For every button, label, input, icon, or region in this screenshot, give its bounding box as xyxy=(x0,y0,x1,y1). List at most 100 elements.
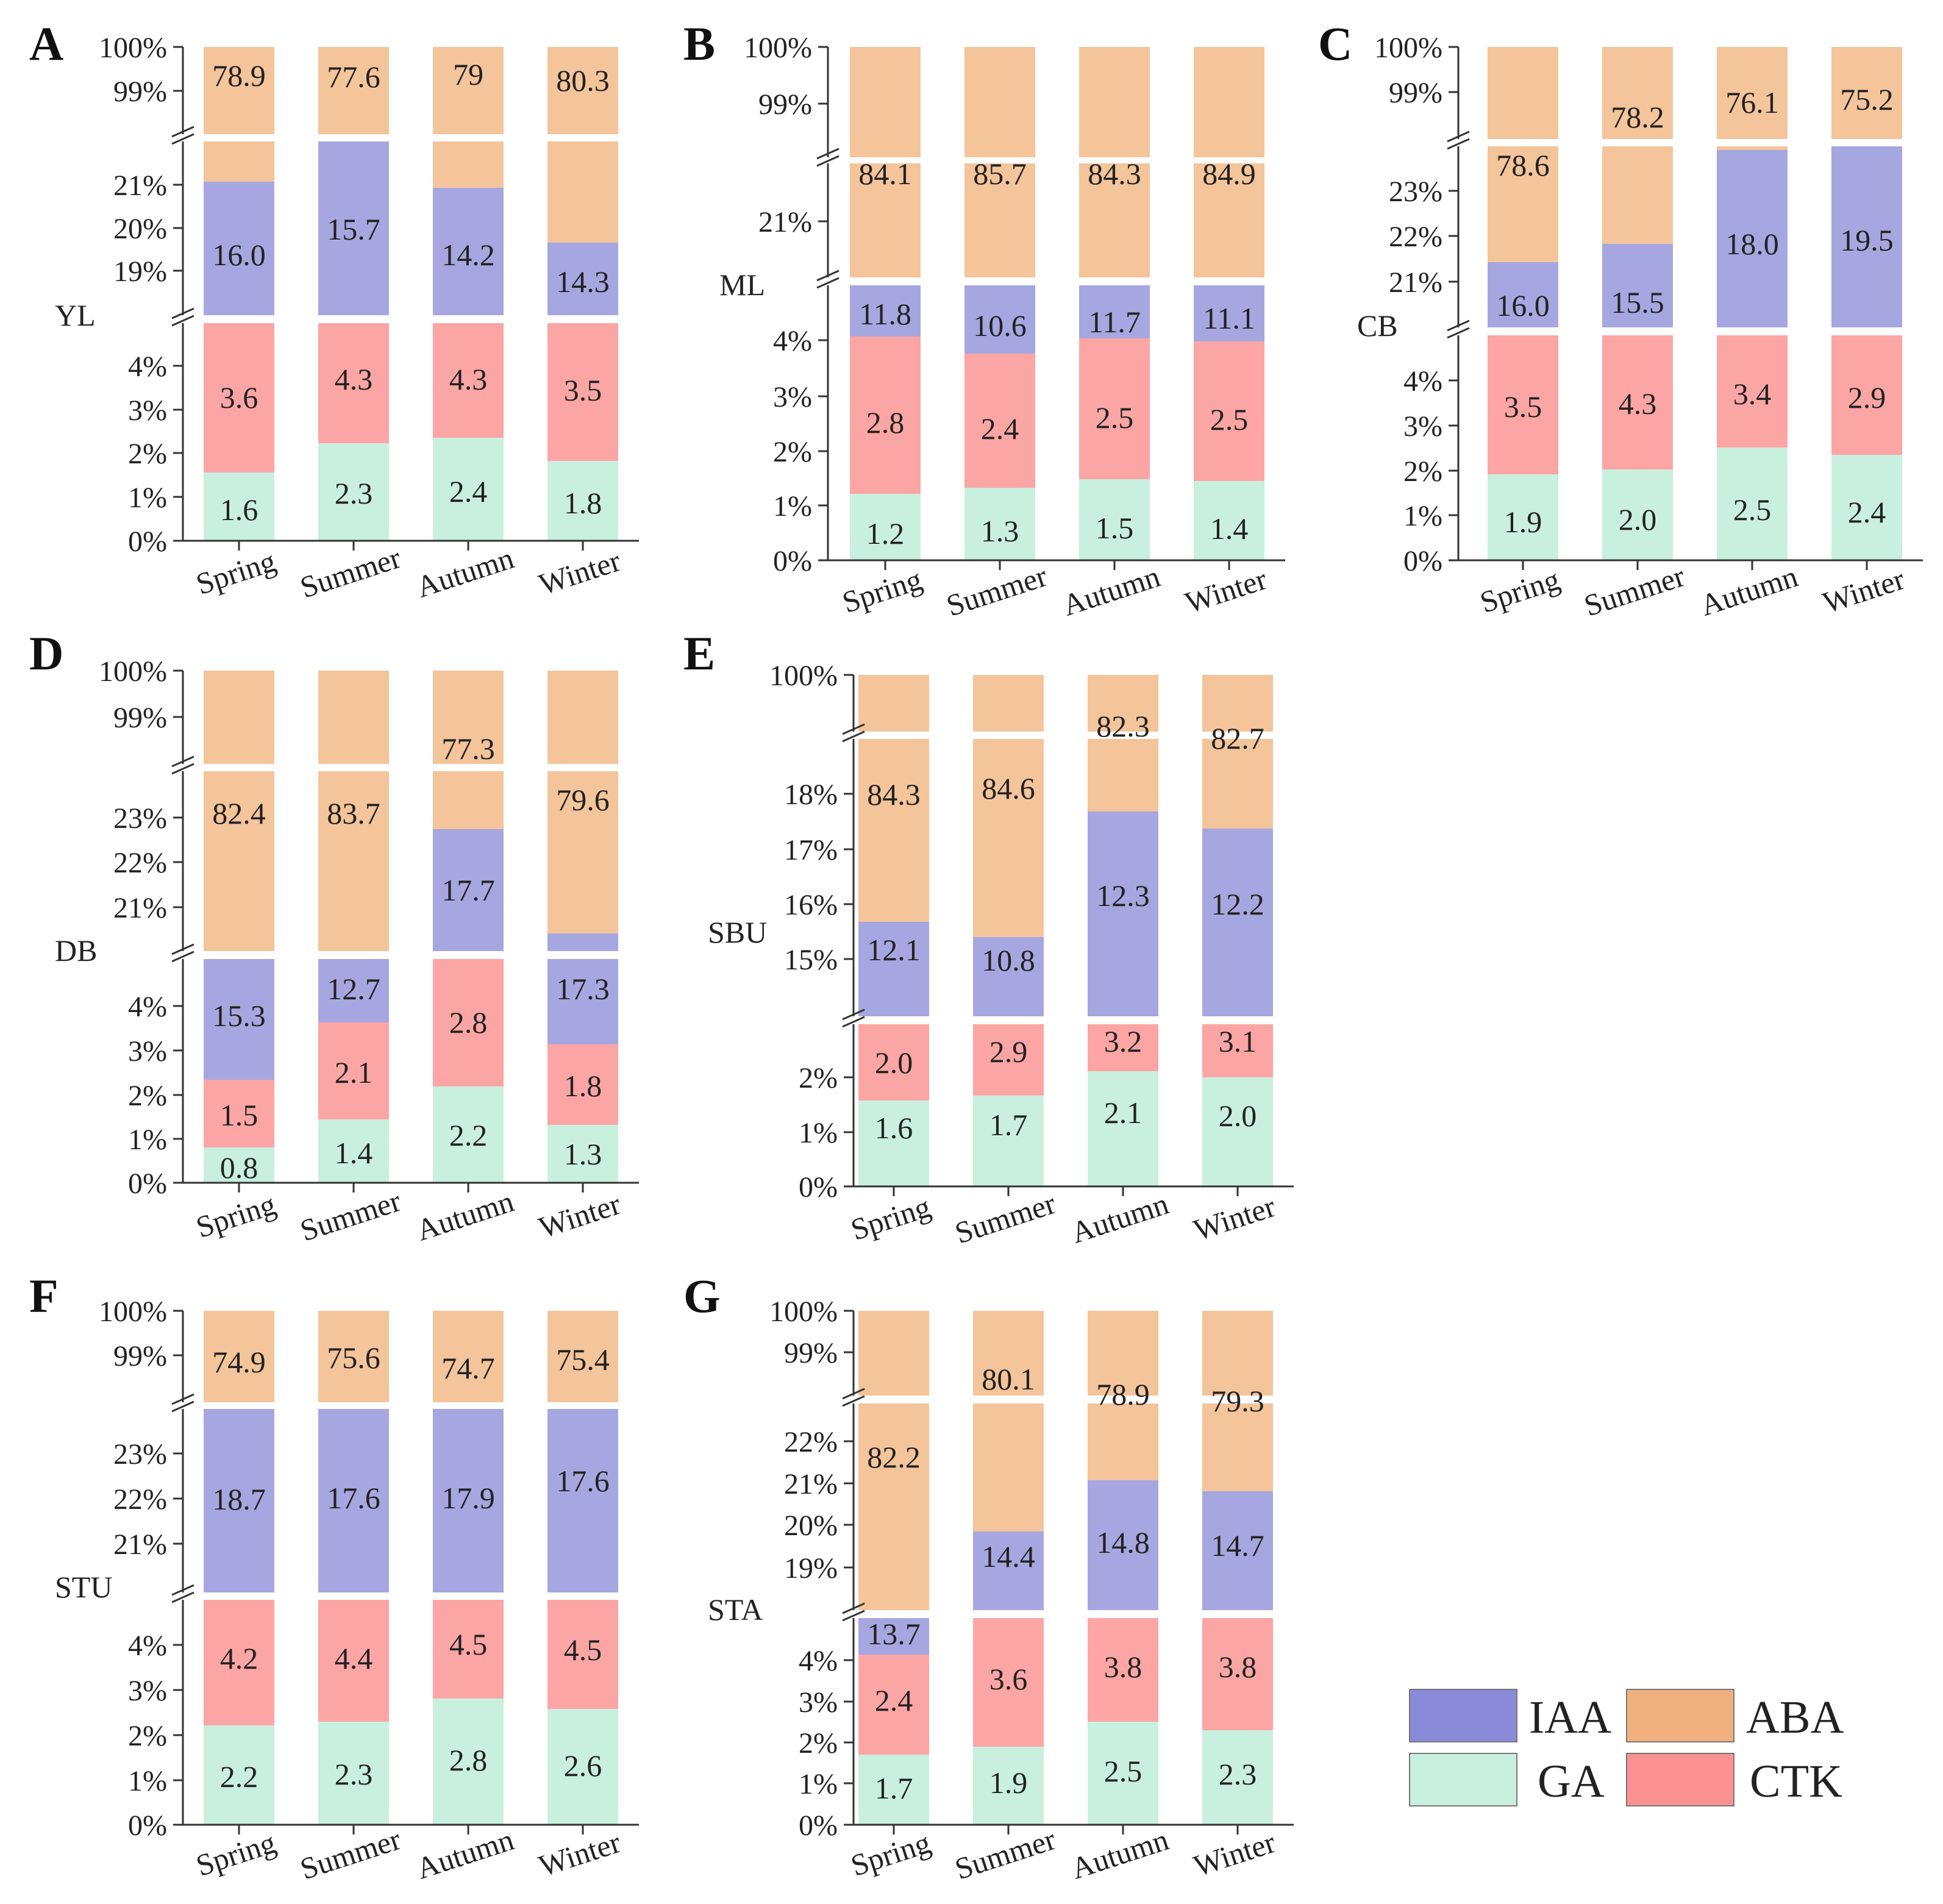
x-tick-label: Autumn xyxy=(412,541,518,604)
legend-item-iaa: IAA xyxy=(1409,1689,1611,1743)
y-tick-label: 2% xyxy=(128,1720,167,1752)
data-label-ga: 2.6 xyxy=(564,1749,602,1783)
bar-segment-ga xyxy=(973,1096,1044,1186)
bar-segment-aba xyxy=(1088,739,1158,811)
y-tick-label: 21% xyxy=(113,169,167,202)
bar-segment-aba xyxy=(858,739,929,922)
x-tick-label: Winter xyxy=(1181,562,1271,620)
bar-autumn xyxy=(1717,47,1788,560)
data-label-iaa: 14.2 xyxy=(441,238,495,272)
bar-segment-ga xyxy=(433,1699,504,1825)
y-tick-label: 2% xyxy=(128,438,167,470)
data-label-iaa: 16.0 xyxy=(1496,288,1550,323)
data-label-ga: 2.0 xyxy=(1219,1099,1257,1133)
bar-segment-aba xyxy=(1602,146,1673,244)
data-label-aba: 75.2 xyxy=(1840,82,1894,116)
bar-winter xyxy=(547,47,618,541)
bar-segment-aba xyxy=(973,739,1044,937)
axis-break-mark xyxy=(171,315,194,327)
y-tick-label: 100% xyxy=(744,32,812,64)
y-tick-label: 20% xyxy=(113,213,167,245)
data-label-ga: 1.9 xyxy=(989,1766,1028,1800)
data-label-ga: 1.4 xyxy=(335,1136,373,1170)
y-tick-label: 23% xyxy=(1389,176,1442,208)
x-tick-label: Autumn xyxy=(412,1822,518,1886)
data-label-iaa: 14.4 xyxy=(982,1539,1035,1574)
axis-break-mark xyxy=(1447,327,1470,339)
data-label-ctk: 2.4 xyxy=(875,1683,913,1717)
bar-segment-ctk xyxy=(1202,1024,1273,1077)
panel-ylabel: YL xyxy=(55,298,96,332)
bar-segment-ga xyxy=(547,1709,618,1825)
data-label-iaa: 17.7 xyxy=(441,873,495,907)
y-tick-label: 18% xyxy=(784,779,838,811)
y-tick-label: 0% xyxy=(128,526,167,558)
bar-segment-aba xyxy=(1194,163,1264,277)
data-label-iaa: 12.7 xyxy=(327,972,380,1006)
panel-b: 0% 1% 2% 3% 4% 21% 99% 100% Spring Summer Autumn Wi… xyxy=(683,17,1285,623)
data-label-iaa: 13.7 xyxy=(867,1617,921,1651)
panel-g: 0% 1% 2% 3% 4% 19% 20% 21% 22% 99% 100% Spring Summe… xyxy=(683,1269,1294,1886)
bar-autumn xyxy=(433,47,504,541)
panel-letter: B xyxy=(683,17,715,70)
data-label-aba: 82.4 xyxy=(212,796,266,830)
bar-segment-iaa xyxy=(318,141,389,315)
x-tick-label: Summer xyxy=(951,1822,1060,1886)
data-label-ctk: 2.9 xyxy=(989,1035,1028,1069)
y-tick-label: 3% xyxy=(1403,410,1442,443)
legend-label-ctk: CTK xyxy=(1750,1756,1842,1807)
bar-winter xyxy=(1202,675,1273,1186)
bar-segment-aba xyxy=(1088,675,1158,732)
bar-segment-iaa xyxy=(1088,1480,1158,1610)
bar-segment-ctk xyxy=(318,323,389,443)
legend-swatch-iaa xyxy=(1409,1689,1517,1742)
data-label-ga: 2.2 xyxy=(449,1118,488,1152)
y-tick-label: 99% xyxy=(113,1340,167,1372)
bar-segment-iaa xyxy=(1079,285,1150,338)
data-label-ctk: 3.2 xyxy=(1104,1024,1143,1058)
y-tick-label: 0% xyxy=(128,1810,167,1842)
data-label-ctk: 3.4 xyxy=(1733,377,1772,411)
panel-ylabel: ML xyxy=(719,268,765,302)
bar-segment-iaa xyxy=(1088,811,1158,1016)
bar-segment-ctk xyxy=(1488,335,1558,474)
x-tick-label: Spring xyxy=(192,544,280,601)
y-tick-label: 19% xyxy=(784,1552,838,1585)
data-label-ga: 2.3 xyxy=(335,476,373,510)
bar-segment-ga xyxy=(850,494,921,560)
data-label-ga: 2.3 xyxy=(1219,1757,1257,1791)
bar-segment-ctk xyxy=(1088,1024,1158,1071)
data-label-ga: 1.6 xyxy=(220,493,258,527)
y-tick-label: 1% xyxy=(799,1768,838,1800)
data-label-iaa: 17.3 xyxy=(556,972,610,1006)
bar-segment-ga xyxy=(1202,1077,1273,1186)
y-tick-label: 2% xyxy=(128,1080,167,1112)
legend: IAA ABA GA CTK xyxy=(1409,1689,1844,1807)
bar-autumn xyxy=(433,1311,504,1825)
y-tick-label: 0% xyxy=(1403,545,1442,577)
bar-spring xyxy=(1488,47,1558,560)
bar-winter xyxy=(547,671,618,1183)
data-label-ctk: 3.5 xyxy=(564,373,602,407)
bar-segment-ctk xyxy=(973,1618,1044,1747)
data-label-aba: 75.6 xyxy=(327,1341,380,1375)
y-tick-label: 0% xyxy=(128,1168,167,1200)
data-label-ga: 2.3 xyxy=(335,1757,373,1791)
data-label-ctk: 2.4 xyxy=(981,412,1019,446)
bar-segment-aba xyxy=(433,771,504,829)
data-label-aba: 80.1 xyxy=(982,1362,1035,1396)
bar-segment-ctk xyxy=(547,323,618,461)
bar-segment-iaa xyxy=(204,182,274,315)
bar-spring xyxy=(850,47,921,560)
panel-ylabel: STU xyxy=(55,1570,112,1604)
data-label-aba: 80.3 xyxy=(556,63,610,98)
bar-segment-ctk xyxy=(318,1022,389,1119)
bar-segment-ctk xyxy=(1831,335,1902,455)
axis-break-mark xyxy=(842,1016,865,1028)
bar-segment-ctk xyxy=(204,323,274,472)
panel-d: 0% 1% 2% 3% 4% 21% 22% 23% 99% 100% Spring Summer Au… xyxy=(29,627,639,1248)
bar-segment-aba xyxy=(858,1403,929,1610)
panels-layer: 0%1%2%3%4%19%20%21%99%100%Spring Summer Au… xyxy=(29,17,1923,1886)
bar-segment-aba xyxy=(964,163,1035,277)
bar-segment-ga xyxy=(204,472,274,541)
